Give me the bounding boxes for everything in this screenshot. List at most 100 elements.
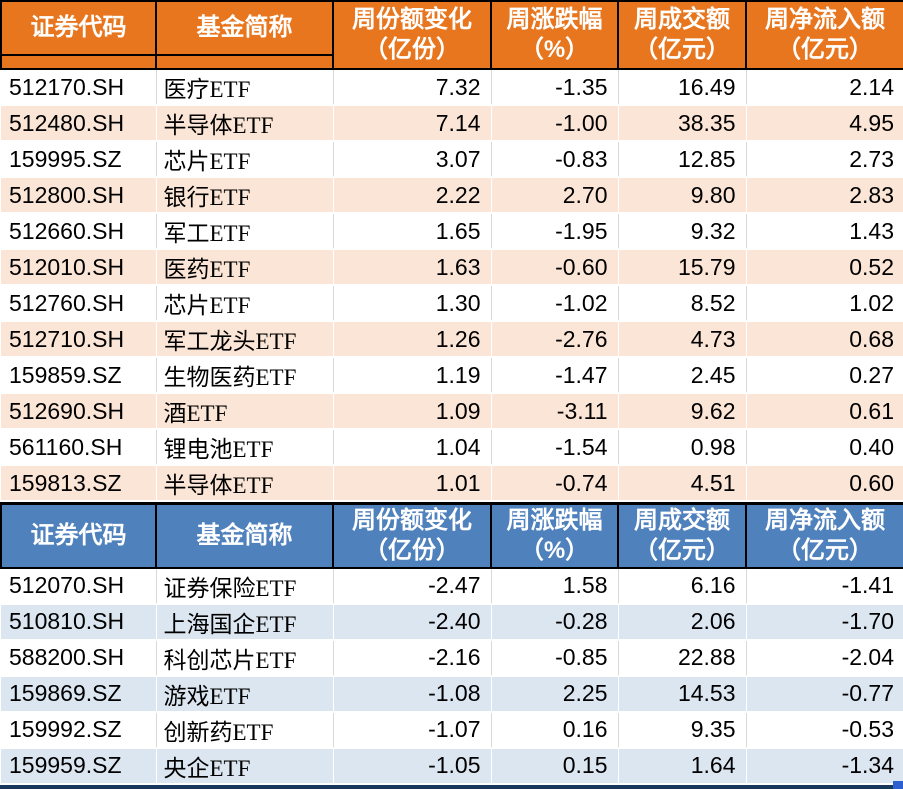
name-cell: 创新药ETF: [156, 711, 334, 749]
share-change-cell: -1.08: [333, 675, 491, 713]
table-row: 561160.SH 锂电池ETF 1.04 -1.54 0.98 0.40: [1, 429, 903, 466]
turnover-cell: 15.79: [618, 249, 746, 286]
net-flow-cell: -1.70: [746, 603, 903, 641]
pct-change-cell: 1.58: [491, 567, 619, 605]
code-cell: 512710.SH: [1, 321, 156, 358]
turnover-cell: 9.32: [618, 213, 747, 250]
share-change-cell: 1.65: [333, 213, 492, 250]
header-label: 周净流入额: [765, 6, 885, 33]
code-cell: 512660.SH: [1, 213, 157, 250]
header-weekly-share-change: 周份额变化 （亿份）: [332, 502, 492, 569]
pct-change-cell: -1.00: [491, 105, 618, 142]
net-flow-cell: -0.53: [746, 711, 903, 749]
code-cell: 159959.SZ: [1, 747, 156, 785]
turnover-cell: 14.53: [618, 675, 746, 713]
name-cell: 半导体ETF: [156, 465, 333, 502]
pct-change-cell: -0.28: [491, 603, 618, 641]
net-flow-cell: -2.04: [746, 639, 903, 677]
header-unit: （亿份）: [364, 36, 460, 63]
header-unit: （%）: [519, 536, 590, 564]
header-weekly-net-inflow: 周净流入额 （亿元）: [745, 502, 903, 569]
net-flow-cell: -1.41: [746, 567, 903, 605]
name-cell: 医疗ETF: [156, 69, 334, 106]
table-row: 512480.SH 半导体ETF 7.14 -1.00 38.35 4.95: [1, 105, 903, 142]
code-cell: 159992.SZ: [1, 711, 157, 749]
name-cell: 芯片ETF: [156, 285, 334, 322]
share-decrease-table: 证券代码 基金简称 周份额变化 （亿份） 周涨跌幅 （%） 周成交额 （亿元） …: [0, 502, 903, 785]
header-unit: （亿元）: [777, 536, 873, 564]
share-increase-table-header: 证券代码 基金简称 周份额变化 （亿份） 周涨跌幅 （%） 周成交额 （亿元） …: [0, 0, 903, 70]
header-label: 周涨跌幅: [506, 6, 603, 33]
net-flow-cell: 2.83: [746, 177, 903, 214]
net-flow-cell: 0.61: [746, 393, 903, 430]
header-unit: （亿元）: [634, 536, 730, 564]
pct-change-cell: 0.15: [491, 747, 618, 785]
name-cell: 锂电池ETF: [156, 429, 334, 466]
code-cell: 588200.SH: [1, 639, 157, 677]
table-row: 512660.SH 军工ETF 1.65 -1.95 9.32 1.43: [1, 213, 903, 250]
share-change-cell: -2.40: [333, 603, 491, 641]
pct-change-cell: -0.60: [491, 249, 618, 286]
bottom-border-bar: [0, 780, 903, 789]
table-row: 159992.SZ 创新药ETF -1.07 0.16 9.35 -0.53: [1, 711, 903, 749]
header-security-code: 证券代码: [0, 502, 157, 569]
table-row: 159813.SZ 半导体ETF 1.01 -0.74 4.51 0.60: [1, 465, 903, 502]
share-change-cell: 1.19: [333, 357, 492, 394]
turnover-cell: 4.73: [618, 321, 746, 358]
header-label: 周涨跌幅: [506, 506, 603, 534]
net-flow-cell: -1.34: [746, 747, 903, 785]
name-cell: 军工龙头ETF: [156, 321, 333, 358]
net-flow-cell: 0.27: [746, 357, 903, 394]
name-cell: 半导体ETF: [156, 105, 333, 142]
net-flow-cell: 0.52: [746, 249, 903, 286]
name-cell: 医药ETF: [156, 249, 333, 286]
code-cell: 512800.SH: [1, 177, 156, 214]
share-change-cell: 3.07: [333, 141, 492, 178]
table-row: 159995.SZ 芯片ETF 3.07 -0.83 12.85 2.73: [1, 141, 903, 178]
share-change-cell: 1.04: [333, 429, 492, 466]
share-increase-table-body: 512170.SH 医疗ETF 7.32 -1.35 16.49 2.14 512480.S…: [1, 69, 903, 502]
share-change-cell: 1.26: [333, 321, 491, 358]
pct-change-cell: -0.85: [491, 639, 619, 677]
share-change-cell: 1.09: [333, 393, 491, 430]
net-flow-cell: 1.02: [746, 285, 903, 322]
pct-change-cell: -3.11: [491, 393, 618, 430]
pct-change-cell: -1.02: [491, 285, 619, 322]
header-weekly-pct-change: 周涨跌幅 （%）: [490, 0, 619, 70]
code-cell: 512070.SH: [1, 567, 157, 605]
share-decrease-table-body: 512070.SH 证券保险ETF -2.47 1.58 6.16 -1.41 510810…: [1, 567, 903, 785]
header-weekly-turnover: 周成交额 （亿元）: [617, 0, 747, 70]
turnover-cell: 2.06: [618, 603, 746, 641]
turnover-cell: 22.88: [618, 639, 747, 677]
net-flow-cell: 4.95: [746, 105, 903, 142]
net-flow-cell: 2.73: [746, 141, 903, 178]
table-row: 159859.SZ 生物医药ETF 1.19 -1.47 2.45 0.27: [1, 357, 903, 394]
header-unit: （亿元）: [634, 36, 730, 63]
share-change-cell: 2.22: [333, 177, 491, 214]
net-flow-cell: 1.43: [746, 213, 903, 250]
share-change-cell: 1.01: [333, 465, 491, 502]
share-change-cell: 1.63: [333, 249, 491, 286]
code-cell: 159813.SZ: [1, 465, 156, 502]
share-change-cell: 1.30: [333, 285, 492, 322]
turnover-cell: 6.16: [618, 567, 747, 605]
header-unit: （亿元）: [777, 36, 873, 63]
code-cell: 512690.SH: [1, 393, 156, 430]
pct-change-cell: -1.35: [491, 69, 619, 106]
table-row: 159869.SZ 游戏ETF -1.08 2.25 14.53 -0.77: [1, 675, 903, 713]
turnover-cell: 2.45: [618, 357, 747, 394]
share-change-cell: -1.07: [333, 711, 492, 749]
pct-change-cell: 2.70: [491, 177, 618, 214]
header-label: 周成交额: [634, 506, 730, 534]
net-flow-cell: 0.60: [746, 465, 903, 502]
turnover-cell: 9.80: [618, 177, 746, 214]
turnover-cell: 12.85: [618, 141, 747, 178]
pct-change-cell: -1.95: [491, 213, 619, 250]
name-cell: 游戏ETF: [156, 675, 333, 713]
share-change-cell: 7.32: [333, 69, 492, 106]
header-filler: [0, 54, 157, 70]
turnover-cell: 0.98: [618, 429, 747, 466]
pct-change-cell: 2.25: [491, 675, 618, 713]
header-unit: （%）: [519, 36, 590, 63]
pct-change-cell: -2.76: [491, 321, 618, 358]
